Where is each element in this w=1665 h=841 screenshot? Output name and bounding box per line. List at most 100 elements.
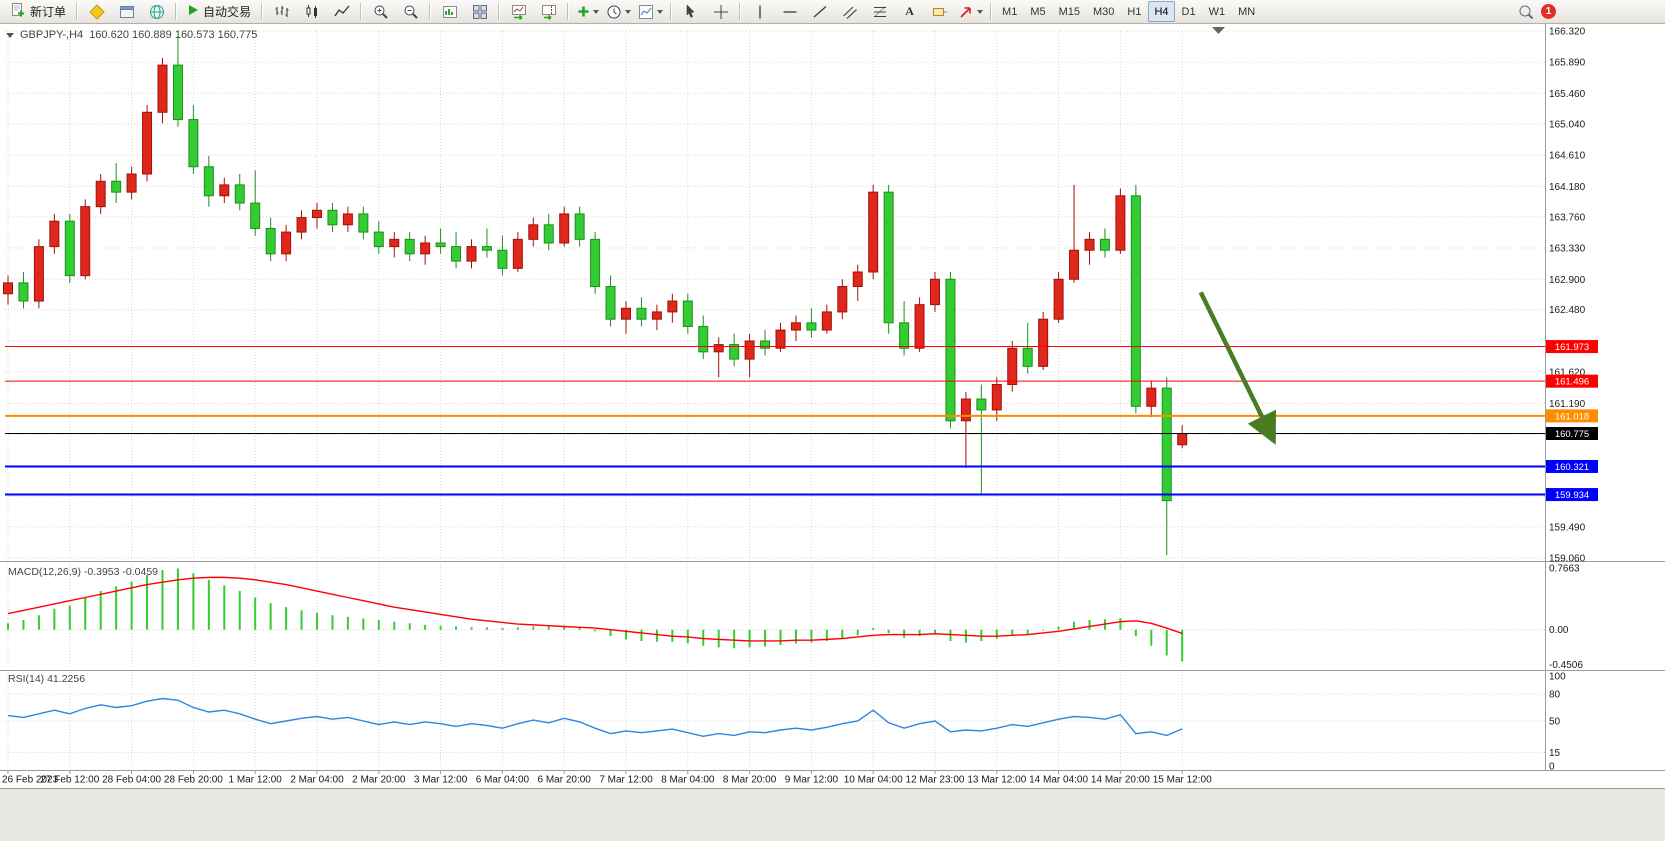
candle-body bbox=[451, 246, 462, 262]
toolbar-separator bbox=[670, 3, 673, 20]
candle-body bbox=[327, 209, 338, 226]
timeframe-d1[interactable]: D1 bbox=[1181, 5, 1196, 18]
zoom-out-button[interactable] bbox=[396, 0, 425, 23]
auto-trading-button[interactable]: 自动交易 bbox=[181, 0, 257, 23]
candlestick-chart-button[interactable] bbox=[297, 0, 326, 23]
candle-body bbox=[713, 344, 724, 353]
macd-signal-line bbox=[7, 576, 1183, 642]
cursor-icon bbox=[686, 3, 695, 18]
text-button[interactable]: A bbox=[895, 0, 924, 23]
crosshair-button[interactable] bbox=[706, 0, 735, 23]
candle-body bbox=[188, 119, 199, 168]
chart-canvas[interactable]: 166.320 165.890 165.460 165.040 164.610 164.1… bbox=[0, 24, 1665, 841]
timeframe-w1[interactable]: W1 bbox=[1208, 5, 1226, 18]
svg-text:165.890: 165.890 bbox=[1549, 58, 1586, 69]
horizontal-line-button[interactable] bbox=[775, 0, 804, 23]
timeframe-h1[interactable]: H1 bbox=[1127, 5, 1142, 18]
arrow-tool-icon bbox=[960, 6, 971, 18]
timeframe-mn[interactable]: MN bbox=[1238, 5, 1256, 18]
candles-layer bbox=[3, 36, 1188, 556]
candle-body bbox=[914, 304, 925, 349]
auto-scroll-button[interactable] bbox=[504, 0, 533, 23]
candle-body bbox=[559, 213, 570, 244]
text-label-button[interactable] bbox=[925, 0, 954, 23]
channel-button[interactable] bbox=[835, 0, 864, 23]
candle-body bbox=[1099, 238, 1110, 251]
candle-body bbox=[111, 180, 122, 193]
candle-body bbox=[775, 329, 786, 349]
candlestick-icon bbox=[306, 4, 317, 18]
candle-body bbox=[1084, 238, 1095, 251]
toolbar-separator bbox=[429, 3, 432, 20]
line-chart-icon bbox=[333, 5, 350, 16]
vertical-line-button[interactable] bbox=[745, 0, 774, 23]
macd-axis-label: 0.7663 bbox=[1549, 564, 1580, 575]
trendline-icon bbox=[813, 5, 826, 18]
timeframe-h4[interactable]: H4 bbox=[1148, 1, 1175, 22]
search-button[interactable] bbox=[1511, 0, 1540, 23]
notifications-badge[interactable]: 1 bbox=[1541, 4, 1556, 19]
timeframe-m15[interactable]: M15 bbox=[1058, 5, 1080, 18]
new-chart-button[interactable] bbox=[435, 0, 464, 23]
indicators-button[interactable] bbox=[573, 0, 602, 23]
arrow-object[interactable] bbox=[1198, 291, 1277, 445]
bar-chart-button[interactable] bbox=[267, 0, 296, 23]
price-badge bbox=[1546, 374, 1598, 388]
metaeditor-button[interactable] bbox=[82, 0, 111, 23]
candle-body bbox=[744, 340, 755, 360]
candle-body bbox=[481, 246, 492, 251]
crosshair-icon bbox=[713, 4, 728, 19]
zoom-in-button[interactable] bbox=[366, 0, 395, 23]
new-order-button[interactable]: 新订单 bbox=[4, 0, 72, 23]
chart-shift-button[interactable] bbox=[534, 0, 563, 23]
candle-body bbox=[435, 242, 446, 248]
candle-body bbox=[64, 220, 75, 277]
candle-body bbox=[404, 238, 415, 255]
arrow-tools-button[interactable] bbox=[955, 0, 986, 23]
candle-body bbox=[1007, 347, 1018, 386]
tile-windows-button[interactable] bbox=[465, 0, 494, 23]
cursor-button[interactable] bbox=[676, 0, 705, 23]
channel-icon bbox=[842, 6, 857, 19]
candle-body bbox=[1130, 195, 1141, 407]
candle-body bbox=[528, 224, 539, 240]
help-button[interactable] bbox=[142, 0, 171, 23]
candle-body bbox=[95, 180, 106, 208]
price-axis[interactable] bbox=[1545, 24, 1665, 770]
svg-text:164.180: 164.180 bbox=[1549, 182, 1586, 193]
new-order-icon bbox=[10, 2, 26, 21]
periods-button[interactable] bbox=[603, 0, 634, 23]
tile-windows-icon bbox=[472, 4, 487, 19]
candle-body bbox=[33, 246, 44, 302]
candle-body bbox=[358, 213, 369, 233]
chart-shift-marker[interactable] bbox=[1212, 27, 1225, 34]
candle-body bbox=[698, 325, 709, 353]
timeframe-m30[interactable]: M30 bbox=[1093, 5, 1115, 18]
timeframe-m5[interactable]: M5 bbox=[1030, 5, 1046, 18]
candle-body bbox=[760, 340, 771, 349]
toolbar-separator bbox=[261, 3, 264, 20]
fibonacci-button[interactable] bbox=[865, 0, 894, 23]
svg-text:161.620: 161.620 bbox=[1549, 368, 1586, 379]
templates-button[interactable] bbox=[635, 0, 666, 23]
yellow-diamond-icon bbox=[88, 3, 105, 20]
price-badge-label: 161.973 bbox=[1555, 342, 1589, 353]
clock-icon bbox=[607, 5, 621, 18]
price-badge-label: 159.934 bbox=[1555, 490, 1589, 501]
candle-body bbox=[1115, 195, 1126, 251]
timeframe-m1[interactable]: M1 bbox=[1002, 5, 1018, 18]
time-axis[interactable] bbox=[0, 771, 1545, 788]
search-icon bbox=[1519, 5, 1533, 19]
data-window-button[interactable] bbox=[112, 0, 141, 23]
ohlc-values: 160.620 160.889 160.573 160.775 bbox=[89, 29, 258, 41]
price-badge-label: 161.018 bbox=[1555, 411, 1589, 422]
auto-trading-label: 自动交易 bbox=[203, 5, 252, 19]
zoom-out-icon bbox=[404, 5, 418, 19]
time-label: 9 Mar 12:00 bbox=[785, 775, 839, 786]
trendline-button[interactable] bbox=[805, 0, 834, 23]
candle-body bbox=[142, 111, 153, 175]
toolbar-separator bbox=[76, 3, 79, 20]
collapse-triangle-icon[interactable] bbox=[6, 33, 14, 42]
line-chart-button[interactable] bbox=[327, 0, 356, 23]
candle-body bbox=[883, 191, 894, 324]
